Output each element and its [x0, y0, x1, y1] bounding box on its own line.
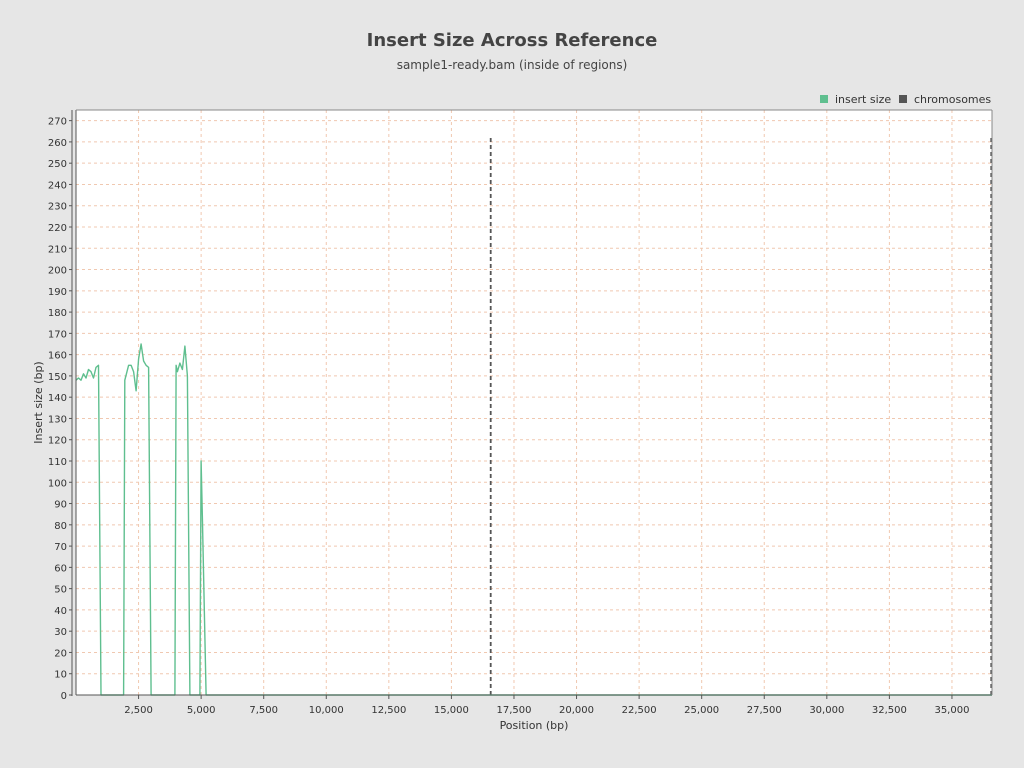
- y-axis-label: Insert size (bp): [32, 361, 45, 443]
- legend-label-insert-size: insert size: [835, 93, 891, 106]
- x-tick-label: 30,000: [809, 705, 844, 716]
- chromosome-boundaries: [489, 138, 993, 695]
- y-tick-label: 100: [48, 478, 67, 489]
- y-tick-label: 90: [54, 500, 67, 511]
- y-tick-label: 250: [48, 159, 67, 170]
- x-tick-label: 27,500: [747, 705, 782, 716]
- y-tick-label: 20: [54, 648, 67, 659]
- y-tick-label: 240: [48, 180, 67, 191]
- x-tick-label: 20,000: [559, 705, 594, 716]
- axes: 0 10 20 30 40 50 60 70 80 90 100 110 120 130 140 150 160…: [48, 109, 993, 716]
- y-tick-label: 0: [61, 691, 67, 702]
- x-tick-label: 35,000: [934, 705, 969, 716]
- y-tick-label: 80: [54, 521, 67, 532]
- x-tick-label: 32,500: [872, 705, 907, 716]
- x-tick-label: 15,000: [434, 705, 469, 716]
- y-tick-label: 230: [48, 202, 67, 213]
- y-tick-label: 70: [54, 542, 67, 553]
- plot-area: [76, 110, 992, 695]
- y-tick-label: 10: [54, 670, 67, 681]
- x-tick-label: 2,500: [124, 705, 153, 716]
- x-tick-label: 25,000: [684, 705, 719, 716]
- legend-swatch-insert-size: [820, 95, 828, 103]
- x-tick-label: 5,000: [187, 705, 216, 716]
- y-tick-label: 270: [48, 117, 67, 128]
- y-tick-label: 180: [48, 308, 67, 319]
- y-tick-label: 50: [54, 585, 67, 596]
- y-tick-label: 210: [48, 244, 67, 255]
- y-tick-label: 200: [48, 266, 67, 277]
- series-line-insert-size: [75, 343, 992, 696]
- y-tick-label: 160: [48, 351, 67, 362]
- y-tick-label: 220: [48, 223, 67, 234]
- y-tick-label: 170: [48, 329, 67, 340]
- grid: [76, 110, 992, 695]
- legend: insert size chromosomes: [820, 93, 991, 106]
- y-tick-label: 190: [48, 287, 67, 298]
- x-tick-label: 10,000: [309, 705, 344, 716]
- chart-title: Insert Size Across Reference: [366, 30, 658, 51]
- x-tick-label: 12,500: [371, 705, 406, 716]
- y-tick-label: 140: [48, 393, 67, 404]
- chart-subtitle: sample1-ready.bam (inside of regions): [396, 58, 628, 72]
- y-tick-label: 150: [48, 372, 67, 383]
- x-tick-label: 22,500: [622, 705, 657, 716]
- y-tick-label: 60: [54, 563, 67, 574]
- legend-label-chromosomes: chromosomes: [914, 93, 991, 106]
- y-tick-label: 30: [54, 627, 67, 638]
- y-tick-label: 40: [54, 606, 67, 617]
- x-tick-label: 7,500: [249, 705, 278, 716]
- y-tick-label: 130: [48, 414, 67, 425]
- y-tick-label: 260: [48, 138, 67, 149]
- legend-swatch-chromosomes: [899, 95, 907, 103]
- series-layer: [75, 343, 992, 696]
- x-axis-label: Position (bp): [500, 719, 569, 732]
- x-tick-label: 17,500: [496, 705, 531, 716]
- y-tick-label: 120: [48, 436, 67, 447]
- y-tick-label: 110: [48, 457, 67, 468]
